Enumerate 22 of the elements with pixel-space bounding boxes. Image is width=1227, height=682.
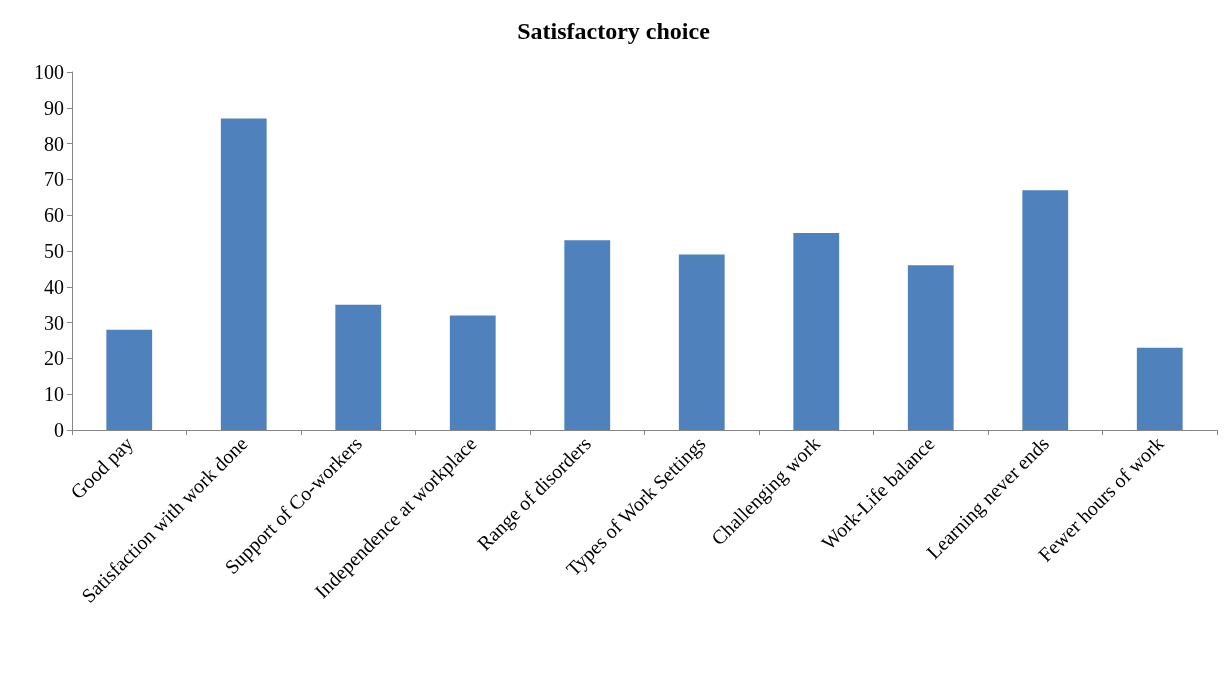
y-tick-label: 20 (44, 347, 64, 370)
chart-title: Satisfactory choice (517, 18, 711, 44)
y-tick-label: 100 (34, 61, 64, 83)
y-tick-label: 10 (44, 383, 64, 406)
bar (449, 315, 496, 430)
y-tick-label: 60 (44, 204, 64, 227)
bar (1136, 347, 1183, 430)
y-tick-label: 50 (44, 240, 64, 262)
y-tick-label: 80 (44, 132, 64, 155)
y-tick-label: 40 (44, 275, 64, 298)
y-tick-label: 30 (44, 311, 64, 334)
y-tick-label: 90 (44, 96, 64, 119)
bar (1022, 190, 1069, 430)
y-tick-label: 0 (54, 419, 64, 441)
bar (335, 304, 382, 430)
bar (220, 118, 267, 430)
bar (564, 240, 611, 430)
bar (907, 265, 954, 430)
bar (678, 254, 725, 430)
bar (793, 233, 840, 430)
bar (106, 329, 153, 430)
y-tick-label: 70 (44, 168, 64, 191)
